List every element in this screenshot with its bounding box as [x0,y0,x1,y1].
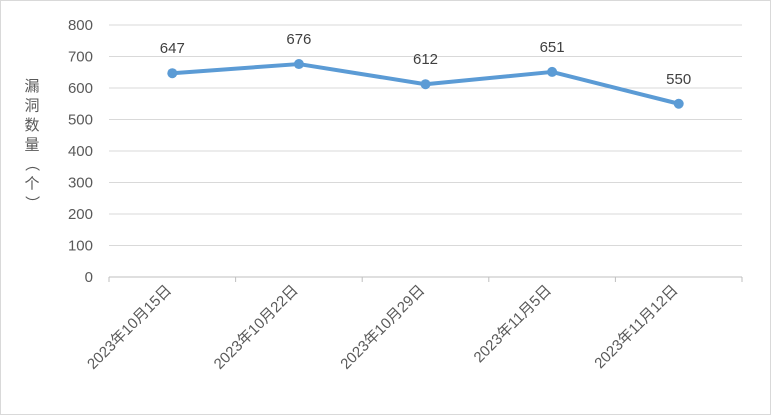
y-tick-labels: 0 100 200 300 400 500 600 700 800 [68,17,93,286]
y-tick-label: 300 [68,175,93,192]
x-tick-label: 2023年10月15日 [84,282,175,373]
data-point [420,79,431,90]
data-labels: 647 676 612 651 550 [160,31,691,88]
y-tick-label: 400 [68,143,93,160]
y-axis-label-char: 洞 [24,97,39,115]
series-layer [167,59,684,109]
y-axis-label-char: 漏 [24,77,39,95]
y-tick-label: 0 [85,269,93,286]
y-tick-label: 700 [68,49,93,66]
y-axis-label-char: 数 [24,116,39,134]
y-axis-label-char: （ [23,156,41,171]
y-axis-label-char: 量 [24,136,39,154]
x-tick-label: 2023年10月29日 [337,282,428,373]
y-axis-label-char: ） [23,195,41,210]
y-tick-label: 800 [68,17,93,34]
y-tick-label: 600 [68,80,93,97]
x-tick-label: 2023年11月5日 [471,282,555,366]
data-point [673,98,684,109]
data-point [293,59,304,70]
axes [108,276,743,282]
x-tick-label: 2023年10月22日 [211,282,302,373]
data-label: 676 [286,31,311,48]
y-tick-label: 500 [68,112,93,129]
y-tick-label: 200 [68,206,93,223]
data-label: 647 [160,40,185,57]
data-point [167,68,178,79]
y-tick-label: 100 [68,238,93,255]
x-tick-labels: 2023年10月15日 2023年10月22日 2023年10月29日 2023年11… [84,282,681,373]
data-label: 550 [666,71,691,88]
y-axis-label-char: 个 [24,175,39,193]
x-tick-label: 2023年11月12日 [591,282,681,372]
data-label: 651 [540,39,565,56]
data-label: 612 [413,51,438,68]
data-point [547,66,558,77]
